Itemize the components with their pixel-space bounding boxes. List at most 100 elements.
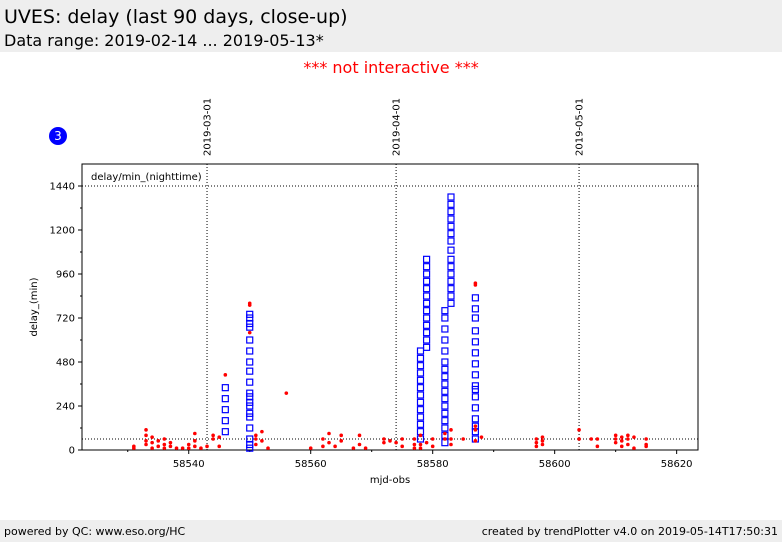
data-point xyxy=(441,424,449,432)
series-1 xyxy=(132,281,648,450)
y-tick-label: 960 xyxy=(56,270,75,281)
data-point xyxy=(357,433,362,438)
data-point xyxy=(471,327,479,335)
data-point xyxy=(217,435,222,439)
data-point xyxy=(443,437,447,441)
data-point xyxy=(144,439,148,443)
data-point xyxy=(418,446,423,450)
y-tick-label: 720 xyxy=(56,314,75,325)
data-point xyxy=(363,446,368,450)
data-point xyxy=(461,437,465,441)
data-point xyxy=(447,292,455,300)
data-point xyxy=(473,428,478,432)
data-point xyxy=(441,307,449,315)
data-point xyxy=(422,277,431,285)
data-point xyxy=(308,446,313,450)
data-point xyxy=(540,435,545,439)
data-point xyxy=(441,325,449,333)
data-points xyxy=(132,193,648,452)
data-point xyxy=(246,389,254,397)
data-point xyxy=(449,428,453,432)
y-tick-label: 240 xyxy=(56,402,75,413)
data-point xyxy=(246,347,254,355)
data-point xyxy=(626,442,630,447)
data-point xyxy=(644,444,648,449)
data-point xyxy=(266,446,270,450)
data-point xyxy=(619,435,624,439)
data-point xyxy=(441,387,449,395)
data-point xyxy=(441,402,449,410)
data-point xyxy=(339,439,344,443)
data-point xyxy=(246,393,254,401)
data-point xyxy=(422,285,431,293)
data-point xyxy=(186,442,191,447)
data-point xyxy=(246,378,254,386)
data-point xyxy=(471,404,479,412)
data-point xyxy=(416,391,425,399)
data-point xyxy=(394,440,398,445)
date-marker-label: 2019-03-01 xyxy=(203,98,214,156)
footer-created-by: created by trendPlotter v4.0 on 2019-05-… xyxy=(481,525,778,538)
data-point xyxy=(422,314,431,322)
data-point xyxy=(321,444,325,449)
data-point xyxy=(441,365,449,373)
data-point xyxy=(144,442,148,447)
data-point xyxy=(422,270,431,278)
data-point xyxy=(400,437,404,441)
data-point xyxy=(418,433,423,438)
data-range-subtitle: Data range: 2019-02-14 ... 2019-05-13* xyxy=(4,31,324,50)
data-point xyxy=(471,305,479,313)
data-point xyxy=(221,395,229,403)
data-point xyxy=(441,358,449,366)
data-point xyxy=(416,420,425,428)
reference-lines xyxy=(82,185,698,440)
data-point xyxy=(333,444,337,449)
data-point xyxy=(449,437,453,441)
data-point xyxy=(388,439,392,443)
badge-text: 3 xyxy=(54,129,62,143)
data-point xyxy=(186,446,191,450)
data-point xyxy=(254,437,258,441)
data-point xyxy=(471,314,479,322)
data-point xyxy=(246,358,254,366)
data-point xyxy=(168,440,173,445)
data-point xyxy=(132,444,136,449)
data-point xyxy=(223,373,228,377)
data-point xyxy=(471,338,479,346)
data-point xyxy=(211,433,215,438)
data-point xyxy=(174,446,179,450)
data-point xyxy=(626,433,630,438)
data-point xyxy=(422,299,431,307)
data-point xyxy=(205,444,209,449)
data-point xyxy=(211,437,215,441)
footer-bar: powered by QC: www.eso.org/HC created by… xyxy=(0,520,782,542)
data-point xyxy=(412,437,417,441)
data-point xyxy=(247,301,252,306)
date-marker-label: 2019-04-01 xyxy=(392,98,403,156)
data-point xyxy=(613,437,618,441)
data-point xyxy=(422,292,431,300)
data-point xyxy=(321,437,325,441)
footer-powered-by: powered by QC: www.eso.org/HC xyxy=(4,525,186,538)
data-point xyxy=(162,437,167,441)
data-point xyxy=(449,442,453,447)
data-point xyxy=(619,439,624,443)
delay-chart: 3 2019-03-01 2019-04-01 2019-05-01 58540 58… xyxy=(29,98,699,486)
data-point xyxy=(447,270,455,278)
data-point xyxy=(595,444,600,449)
data-point xyxy=(447,255,455,263)
data-point xyxy=(382,437,386,441)
y-tick-label: 1440 xyxy=(50,182,75,193)
data-point xyxy=(327,431,331,436)
data-point xyxy=(430,437,435,441)
data-point xyxy=(351,446,356,450)
y-tick-label: 480 xyxy=(56,358,75,369)
data-point xyxy=(416,413,425,421)
header-bar: UVES: delay (last 90 days, close-up) Dat… xyxy=(0,0,782,52)
data-point xyxy=(416,354,425,362)
data-point xyxy=(447,263,455,271)
data-point xyxy=(400,444,404,449)
data-point xyxy=(193,439,197,443)
data-point xyxy=(447,285,455,293)
data-point xyxy=(443,431,447,436)
